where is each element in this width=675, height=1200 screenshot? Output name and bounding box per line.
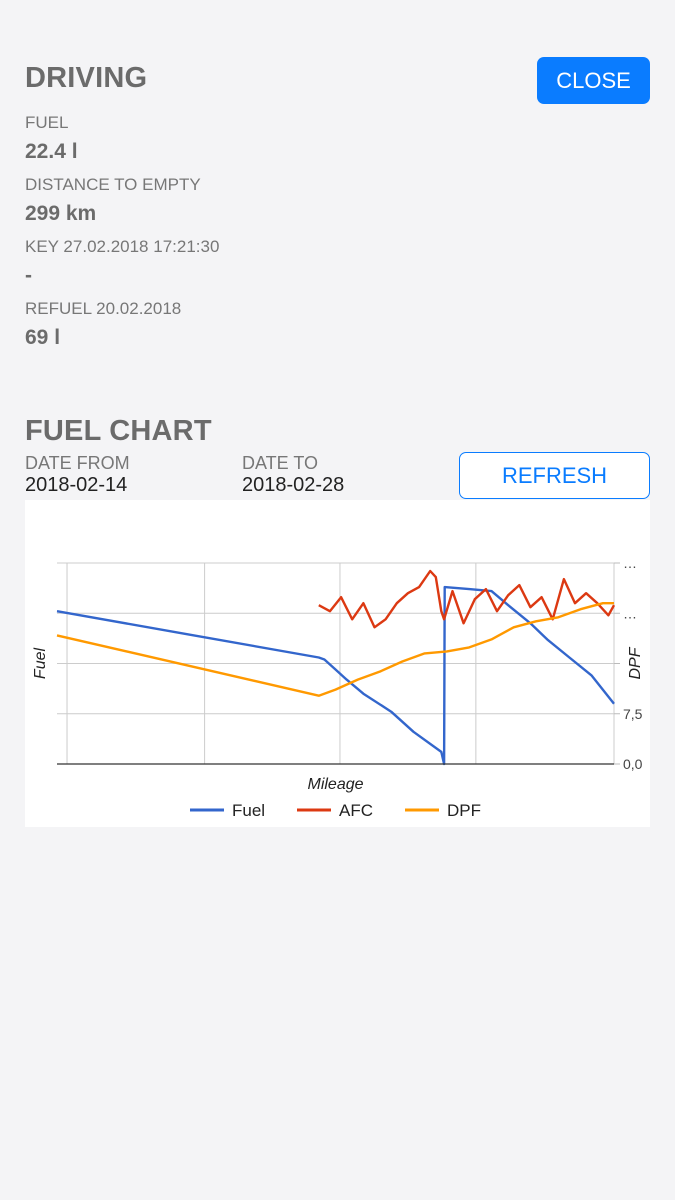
- legend-label: DPF: [447, 801, 481, 820]
- y-axis-right-title: DPF: [627, 646, 644, 679]
- chart-axes: … … 7,5 0,0 Mileage Fuel DPF: [32, 555, 644, 793]
- series-line-dpf: [56, 602, 614, 697]
- refuel-label: REFUEL 20.02.2018: [25, 299, 182, 318]
- right-tick-label: …: [623, 555, 637, 571]
- distance-to-empty-value: 299 km: [25, 202, 97, 225]
- driving-title: DRIVING: [25, 62, 148, 94]
- date-from-label: DATE FROM: [25, 453, 130, 473]
- fuel-label: FUEL: [25, 113, 69, 132]
- date-from-input[interactable]: 2018-02-14: [25, 474, 128, 496]
- right-tick-label: 7,5: [623, 706, 643, 722]
- date-to-label: DATE TO: [242, 453, 319, 473]
- chart-series: [56, 569, 616, 766]
- right-tick-label: …: [623, 605, 637, 621]
- x-axis-title: Mileage: [307, 776, 363, 793]
- chart-grid: [57, 562, 615, 764]
- legend-item-fuel: Fuel: [190, 801, 265, 820]
- refresh-button[interactable]: REFRESH: [459, 452, 650, 499]
- distance-to-empty-label: DISTANCE TO EMPTY: [25, 175, 201, 194]
- key-value: -: [25, 264, 32, 287]
- fuel-chart: … … 7,5 0,0 Mileage Fuel DPF Fuel AFC DPF: [25, 500, 650, 827]
- fuel-chart-svg: … … 7,5 0,0 Mileage Fuel DPF Fuel AFC DPF: [32, 555, 644, 820]
- fuel-chart-title: FUEL CHART: [25, 415, 212, 447]
- fuel-value: 22.4 l: [25, 140, 78, 163]
- legend-item-afc: AFC: [297, 801, 373, 820]
- legend-label: Fuel: [232, 801, 265, 820]
- y-axis-left-title: Fuel: [32, 647, 49, 679]
- series-line-afc: [318, 569, 616, 629]
- date-to-input[interactable]: 2018-02-28: [242, 474, 345, 496]
- refuel-value: 69 l: [25, 326, 61, 349]
- right-tick-label: 0,0: [623, 756, 643, 772]
- chart-legend: Fuel AFC DPF: [190, 801, 481, 820]
- legend-label: AFC: [339, 801, 373, 820]
- legend-item-dpf: DPF: [405, 801, 481, 820]
- key-label: KEY 27.02.2018 17:21:30: [25, 237, 220, 256]
- close-button[interactable]: CLOSE: [537, 57, 650, 104]
